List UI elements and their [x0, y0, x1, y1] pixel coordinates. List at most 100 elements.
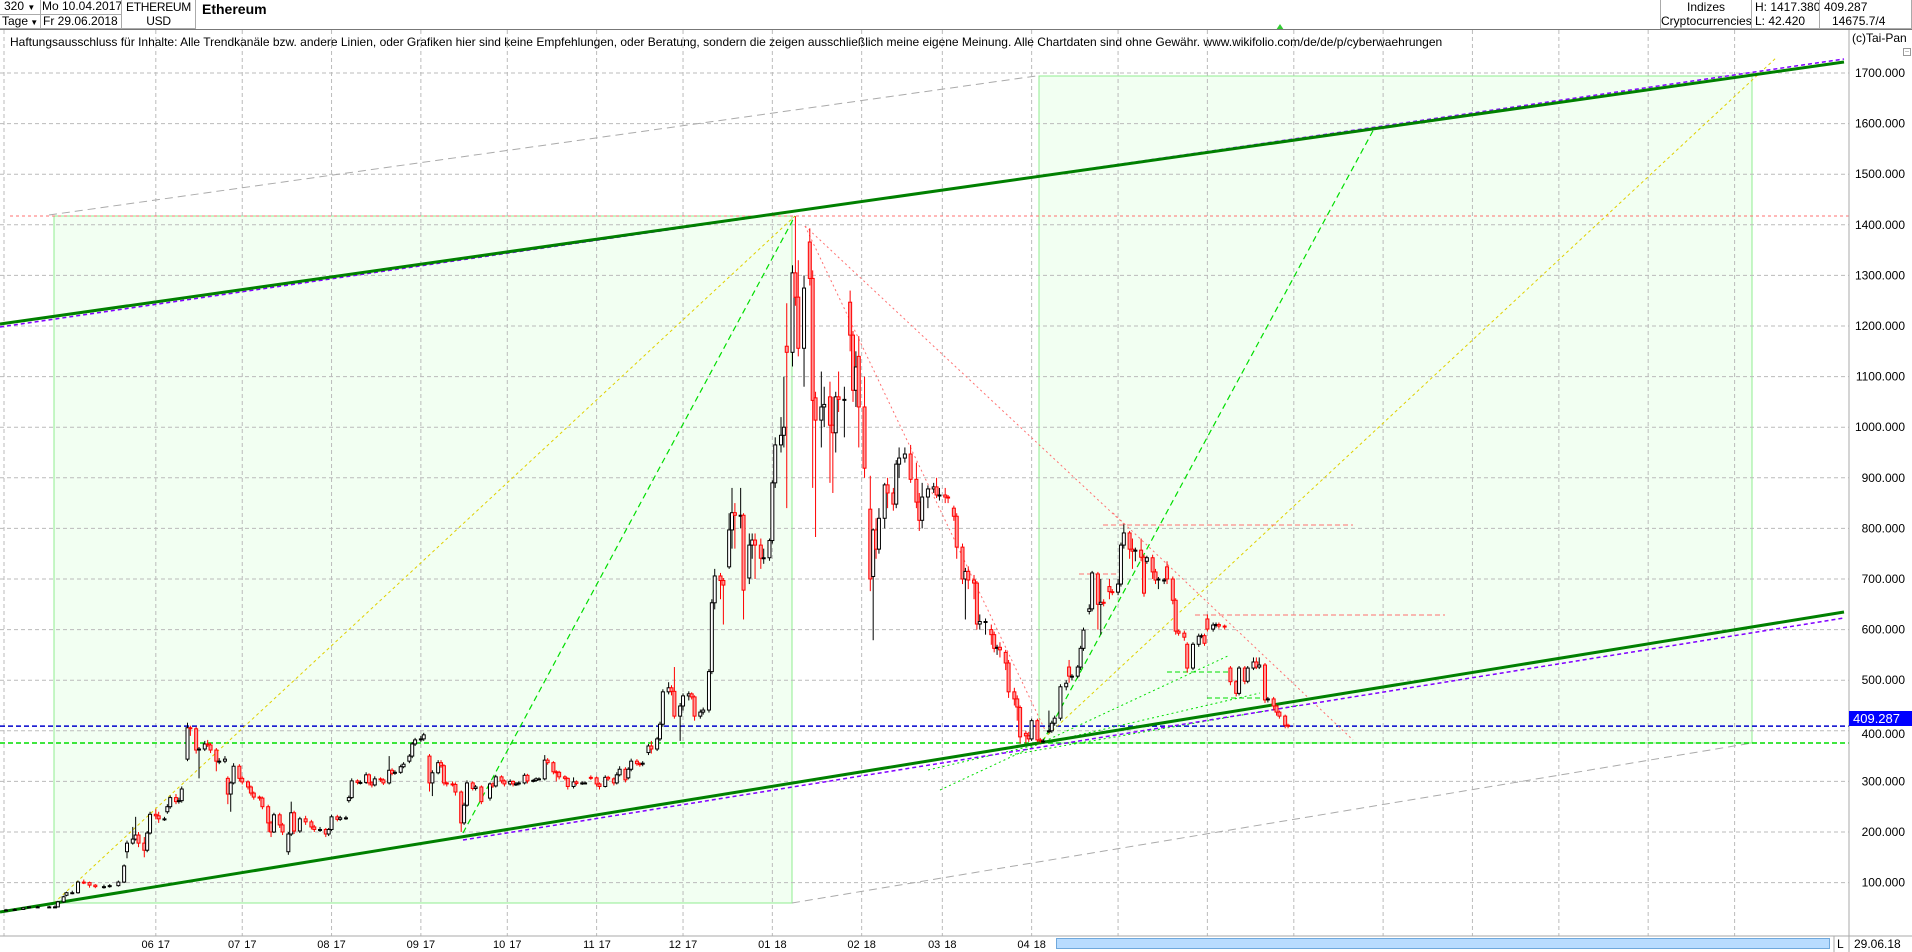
last-cell: 409.287 14675.7/4 — [1820, 0, 1912, 29]
candle-down — [672, 690, 677, 717]
candle-up — [165, 806, 170, 813]
candle-up — [536, 778, 541, 781]
candle-up — [773, 444, 778, 484]
x-tick-label: 01 — [758, 939, 770, 951]
candle-down — [862, 406, 867, 469]
group: Indizes — [1686, 0, 1726, 14]
candle-up — [1190, 643, 1195, 669]
candle-down — [479, 786, 484, 803]
candle-up — [101, 886, 106, 889]
y-tick-label: 400.000 — [1862, 727, 1906, 741]
candle-down — [188, 727, 193, 730]
y-tick-label: 1400.000 — [1855, 218, 1905, 232]
yellow-fan-line — [53, 215, 796, 904]
candle-down — [280, 824, 285, 833]
candle-up — [1041, 740, 1046, 743]
last-price-tag: 409.287 — [1849, 711, 1912, 726]
time-scrollbar[interactable] — [1056, 938, 1830, 949]
interval-select[interactable]: Tage ▼ — [0, 15, 41, 29]
y-tick-label: 1200.000 — [1855, 319, 1905, 333]
date-to[interactable]: Fr 29.06.2018 — [41, 15, 122, 29]
chevron-down-icon: ▼ — [27, 3, 36, 12]
candle-down — [1274, 705, 1279, 713]
last-date: 29.06.18 — [1854, 937, 1901, 951]
candle-up — [148, 813, 153, 834]
candle-down — [312, 826, 317, 830]
candle-down — [885, 484, 890, 494]
candle-up — [882, 484, 887, 519]
x-tick-label: 17 — [423, 939, 435, 951]
candle-up — [338, 817, 343, 820]
y-tick-label: 900.000 — [1862, 471, 1906, 485]
candle-up — [222, 758, 227, 762]
high-low-cell: H: 1417.380 L: 42.420 — [1752, 0, 1820, 29]
candle-down — [997, 646, 1002, 651]
x-tick-label: 11 — [583, 939, 594, 951]
candle-up — [1078, 647, 1083, 668]
bar-count-select[interactable]: 320 ▼ — [0, 0, 41, 15]
candle-down — [1216, 624, 1221, 627]
candle-up — [937, 494, 942, 497]
candle-up — [122, 865, 127, 883]
candle-up — [488, 783, 493, 799]
y-tick-label: 700.000 — [1862, 572, 1906, 586]
candle-up — [421, 734, 426, 740]
candle-up — [1245, 667, 1250, 682]
candle-up — [701, 709, 706, 713]
candle-up — [116, 881, 121, 887]
candle-down — [966, 570, 971, 581]
candle-down — [851, 334, 856, 391]
y-tick-label: 300.000 — [1862, 774, 1906, 788]
candle-up — [1116, 583, 1121, 593]
candle-down — [669, 687, 674, 692]
candle-down — [194, 728, 199, 751]
candle-up — [358, 781, 363, 784]
candle-down — [1222, 625, 1227, 628]
date-from[interactable]: Mo 10.04.2017 — [41, 0, 122, 15]
x-tick-label: 04 — [1017, 939, 1029, 951]
candle-up — [712, 575, 717, 604]
candle-up — [819, 406, 824, 421]
candle-up — [4, 909, 8, 912]
y-tick-label: 500.000 — [1862, 673, 1906, 687]
candle-up — [983, 621, 988, 624]
candle-down — [1283, 715, 1288, 726]
candle-up — [1118, 544, 1123, 585]
group-cell: Indizes Cryptocurrencies — [1660, 0, 1752, 29]
candle-up — [698, 711, 703, 717]
candle-down — [758, 544, 763, 559]
candle-down — [721, 580, 726, 586]
scale-marker[interactable]: L — [1837, 937, 1844, 951]
candle-up — [493, 776, 498, 787]
symbol: ETHEREUM — [126, 0, 191, 14]
y-tick-label: 1700.000 — [1855, 66, 1905, 80]
candle-up — [1052, 717, 1057, 724]
candle-down — [1277, 711, 1282, 717]
x-tick-label: 18 — [1034, 939, 1046, 951]
candle-up — [1081, 629, 1086, 649]
candle-down — [551, 762, 556, 773]
green-fan-line — [1041, 126, 1376, 744]
candle-down — [557, 771, 562, 778]
candle-up — [571, 781, 576, 787]
candle-up — [802, 287, 807, 349]
candle-up — [436, 762, 441, 774]
marker-triangle-icon — [1276, 24, 1284, 30]
candle-down — [511, 780, 516, 785]
candle-down — [588, 776, 593, 779]
candle-up — [1087, 608, 1092, 612]
candle-down — [303, 818, 308, 823]
candle-down — [741, 514, 746, 591]
candle-down — [257, 796, 262, 799]
x-tick-label: 10 — [493, 939, 505, 951]
candle-down — [1262, 664, 1267, 701]
candle-up — [217, 760, 222, 763]
candle-down — [1110, 591, 1115, 594]
candle-up — [727, 529, 732, 568]
candle-down — [81, 881, 86, 884]
candle-down — [1170, 578, 1175, 601]
collapse-icon[interactable]: − — [1903, 47, 1911, 56]
candle-down — [381, 779, 386, 784]
candle-down — [597, 783, 602, 787]
candle-down — [1173, 599, 1178, 632]
